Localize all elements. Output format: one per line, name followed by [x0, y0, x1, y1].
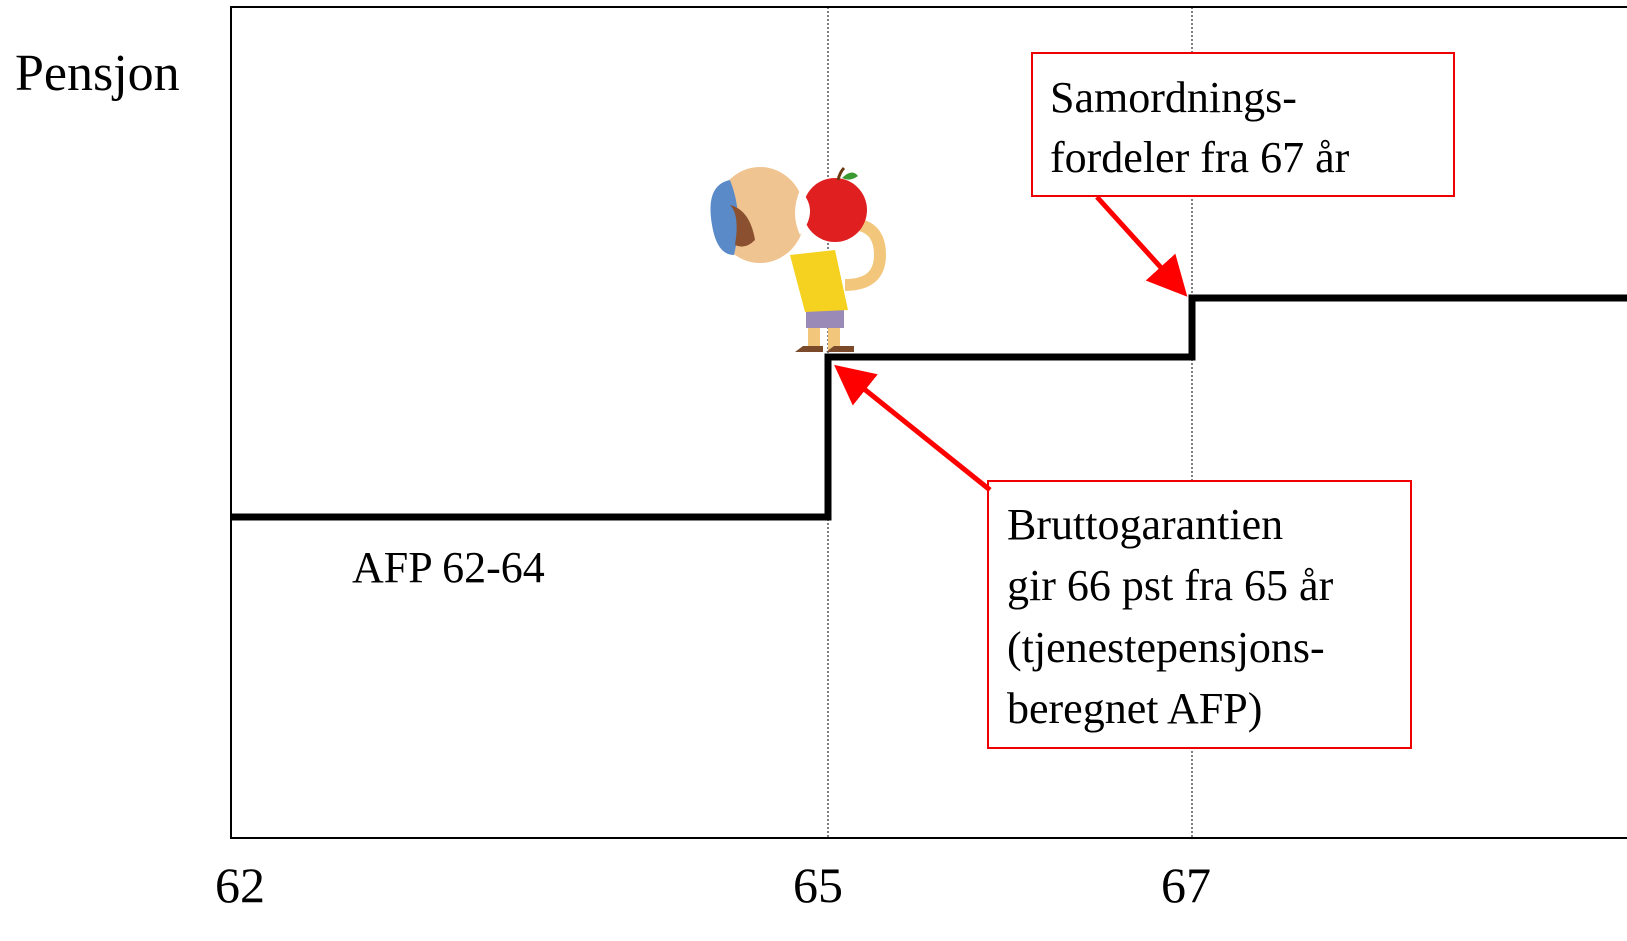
y-axis-label: Pensjon — [15, 45, 180, 102]
cartoon-figure — [710, 166, 887, 352]
pension-step-line — [231, 294, 1627, 521]
step-label: AFP 62-64 — [352, 543, 545, 592]
x-tick-label: 65 — [793, 857, 843, 913]
arrow — [834, 364, 992, 492]
arrow — [1095, 195, 1188, 297]
callout-line: (tjenestepensjons- — [1007, 623, 1325, 672]
callout-line: Samordnings- — [1050, 73, 1297, 122]
callout-line: beregnet AFP) — [1007, 684, 1262, 733]
plot-frame — [230, 6, 1627, 839]
callout-box — [987, 480, 1412, 749]
x-tick-label: 62 — [215, 857, 265, 913]
callout-line: gir 66 pst fra 65 år — [1007, 561, 1334, 610]
callout-box — [1031, 52, 1455, 197]
callout-line: fordeler fra 67 år — [1050, 133, 1350, 182]
callout-line: Bruttogarantien — [1007, 500, 1283, 549]
x-tick-label: 67 — [1161, 857, 1211, 913]
